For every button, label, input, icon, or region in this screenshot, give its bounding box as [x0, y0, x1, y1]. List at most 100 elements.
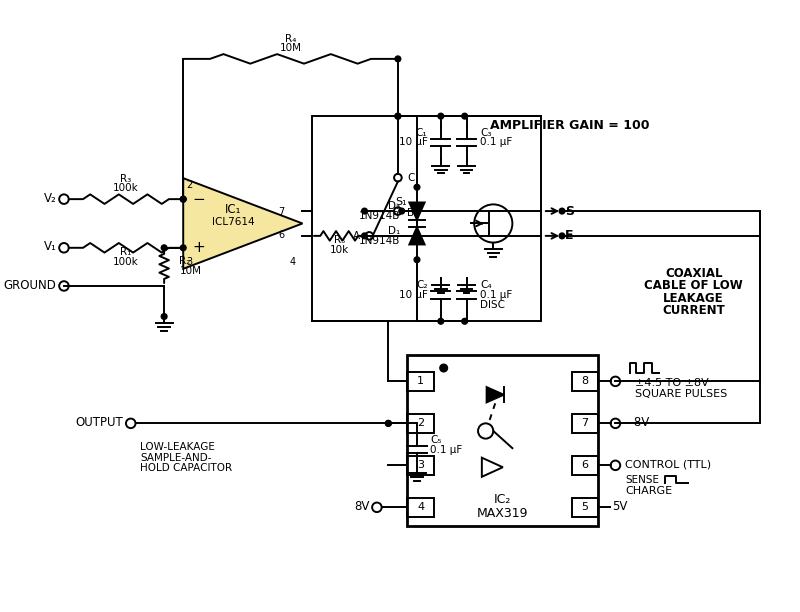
Text: R₅: R₅: [334, 236, 345, 245]
Circle shape: [414, 232, 420, 238]
Circle shape: [559, 208, 565, 214]
Text: 5: 5: [582, 502, 588, 512]
Text: 6: 6: [278, 230, 285, 240]
Text: 1N914B: 1N914B: [358, 211, 400, 221]
Circle shape: [462, 318, 467, 324]
Text: LOW-LEAKAGE: LOW-LEAKAGE: [140, 442, 215, 452]
Text: D₁: D₁: [387, 226, 400, 236]
Polygon shape: [410, 203, 425, 220]
Text: IC₁: IC₁: [225, 203, 241, 215]
Circle shape: [162, 313, 167, 319]
Bar: [407, 372, 434, 391]
Text: CHARGE: CHARGE: [625, 486, 672, 496]
Text: +: +: [192, 241, 205, 255]
Text: 10 μF: 10 μF: [398, 290, 427, 300]
Text: E: E: [565, 230, 574, 242]
Text: R₃: R₃: [120, 174, 131, 184]
Circle shape: [438, 318, 444, 324]
Text: −: −: [192, 192, 205, 207]
Bar: [407, 414, 434, 433]
Text: 4: 4: [290, 257, 296, 267]
Circle shape: [395, 56, 401, 62]
Text: S₁: S₁: [395, 197, 406, 207]
Circle shape: [414, 257, 420, 263]
Text: 0.1 μF: 0.1 μF: [480, 137, 512, 147]
Text: 3: 3: [186, 257, 192, 267]
Circle shape: [414, 209, 420, 215]
Text: 8: 8: [582, 376, 589, 386]
Circle shape: [462, 113, 467, 119]
Bar: [571, 372, 598, 391]
Text: 2: 2: [418, 419, 424, 428]
Circle shape: [386, 420, 391, 426]
Bar: [571, 498, 598, 517]
Text: LEAKAGE: LEAKAGE: [663, 292, 724, 305]
Bar: [571, 414, 598, 433]
Text: 100k: 100k: [113, 184, 139, 193]
Circle shape: [438, 113, 444, 119]
Circle shape: [180, 245, 186, 251]
Text: C₃: C₃: [480, 128, 491, 138]
Circle shape: [414, 233, 420, 239]
Circle shape: [386, 420, 391, 426]
Text: 10M: 10M: [279, 43, 302, 53]
Polygon shape: [410, 227, 425, 244]
Circle shape: [180, 196, 186, 202]
Circle shape: [162, 245, 167, 251]
Text: 2: 2: [186, 180, 192, 190]
Bar: [407, 355, 598, 526]
Text: CONTROL (TTL): CONTROL (TTL): [625, 460, 711, 469]
Text: SENSE: SENSE: [625, 475, 659, 485]
Text: COAXIAL: COAXIAL: [665, 267, 722, 280]
Text: ICL7614: ICL7614: [211, 217, 254, 226]
Text: GROUND: GROUND: [3, 278, 56, 291]
Text: D₂: D₂: [388, 201, 400, 211]
Text: 5V: 5V: [613, 500, 628, 513]
Text: OUTPUT: OUTPUT: [75, 416, 123, 429]
Text: 1N914B: 1N914B: [358, 236, 400, 245]
Text: 1: 1: [418, 376, 424, 386]
Circle shape: [559, 233, 565, 239]
Text: 0.1 μF: 0.1 μF: [430, 444, 462, 455]
Text: 4: 4: [418, 502, 424, 512]
Circle shape: [180, 196, 186, 202]
Polygon shape: [486, 387, 504, 402]
Text: C: C: [407, 173, 415, 182]
Text: V₂: V₂: [43, 192, 56, 204]
Circle shape: [362, 233, 367, 239]
Bar: [407, 456, 434, 475]
Circle shape: [440, 364, 447, 372]
Bar: [571, 456, 598, 475]
Text: 0.1 μF: 0.1 μF: [480, 290, 512, 300]
Text: C₄: C₄: [480, 280, 491, 291]
Text: S: S: [565, 204, 574, 218]
Text: A: A: [354, 231, 361, 241]
Circle shape: [399, 208, 405, 214]
Text: DISC: DISC: [480, 299, 505, 310]
Text: 10k: 10k: [330, 245, 349, 255]
Text: 10M: 10M: [179, 266, 202, 276]
Bar: [407, 498, 434, 517]
Circle shape: [395, 113, 401, 119]
Text: ±4.5 TO ±8V: ±4.5 TO ±8V: [634, 378, 708, 388]
Text: −8V: −8V: [625, 416, 650, 429]
Text: CABLE OF LOW: CABLE OF LOW: [644, 280, 743, 293]
Text: 7: 7: [278, 207, 285, 217]
Polygon shape: [183, 178, 302, 269]
Circle shape: [414, 208, 420, 214]
Circle shape: [395, 113, 401, 119]
Polygon shape: [482, 458, 503, 477]
Text: C₂: C₂: [416, 280, 427, 291]
Text: B: B: [407, 208, 414, 218]
Text: R₂: R₂: [179, 256, 190, 266]
Circle shape: [414, 184, 420, 190]
Text: 6: 6: [582, 460, 588, 471]
Text: 3: 3: [418, 460, 424, 471]
Text: AMPLIFIER GAIN = 100: AMPLIFIER GAIN = 100: [490, 119, 650, 132]
Text: CURRENT: CURRENT: [662, 304, 725, 317]
Text: SAMPLE-AND-: SAMPLE-AND-: [140, 453, 212, 463]
Text: HOLD CAPACITOR: HOLD CAPACITOR: [140, 463, 233, 473]
Text: C₅: C₅: [430, 435, 442, 445]
Text: R₁: R₁: [120, 247, 132, 257]
Text: IC₂: IC₂: [494, 493, 511, 506]
